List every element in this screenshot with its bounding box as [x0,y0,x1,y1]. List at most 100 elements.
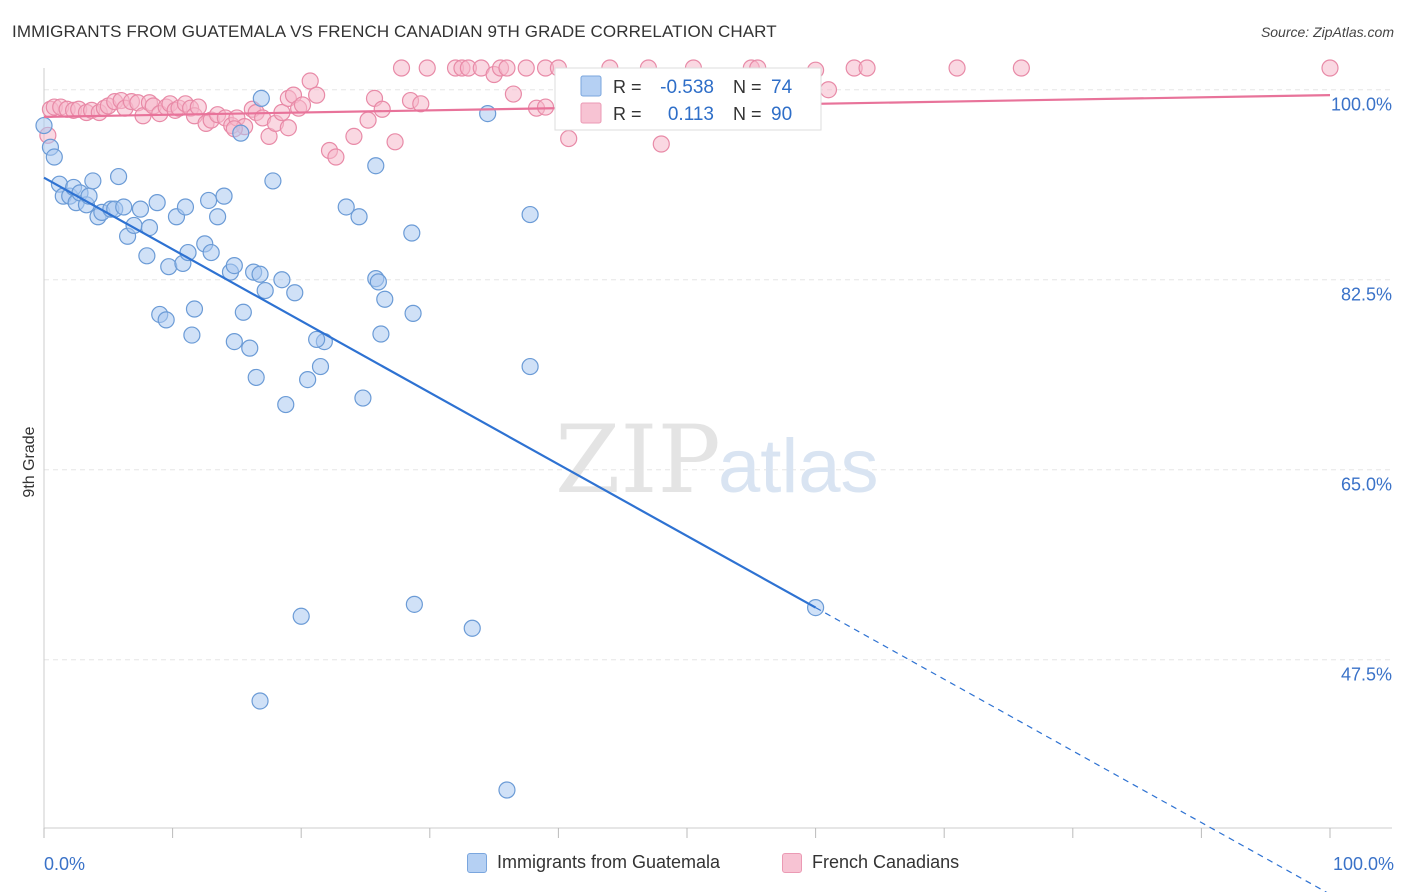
legend-r-label-1: R = [613,77,642,97]
guatemala-point-73 [463,619,481,637]
y-tick-label-3: 47.5% [1341,665,1392,685]
guatemala-point-70 [521,357,539,376]
legend-n-label-2: N = [733,104,762,124]
guatemala-point-39 [232,124,250,142]
legend-item-guatemala: Immigrants from Guatemala [467,852,720,873]
watermark-zip: ZIP [555,406,721,515]
guatemala-point-36 [215,187,233,205]
guatemala-point-64 [311,357,330,376]
axis-layer [43,68,1392,838]
guatemala-point-17 [115,198,133,216]
french-canadian-point-67 [517,59,535,77]
french-canadian-point-45 [293,96,312,114]
french-canadian-point-54 [386,133,404,151]
french-canadian-point-49 [327,148,345,166]
guatemala-point-49 [277,395,295,414]
french-canadian-point-55 [392,59,411,77]
guatemala-point-58 [292,607,310,625]
french-canadian-point-69 [536,98,555,116]
legend-r-label-2: R = [613,104,642,124]
watermark-atlas: atlas [718,424,879,509]
y-tick-label-1: 82.5% [1341,285,1392,305]
guatemala-point-61 [372,325,390,343]
guatemala-point-29 [176,198,195,216]
guatemala-point-72 [405,595,423,613]
french-canadian-point-72 [560,129,578,148]
guatemala-point-40 [234,303,252,321]
y-tick-labels: 100.0% 82.5% 65.0% 47.5% [1331,95,1392,685]
legend-swatch-blue [580,75,602,97]
french-canadian-point-77 [652,135,670,153]
guatemala-point-48 [273,271,291,289]
french-canadian-point-57 [412,95,430,113]
guatemala-point-66 [225,333,243,351]
y-axis-label: 9th Grade [21,426,38,497]
guatemala-point-31 [185,300,204,318]
french-canadian-point-89 [279,119,297,137]
guatemala-point-62 [376,290,394,308]
x-tick-label-start: 0.0% [44,854,85,874]
legend-n-label-1: N = [733,77,762,97]
french-canadian-point-65 [498,59,516,77]
french-canadian-point-82 [819,81,838,99]
guatemala-point-38 [225,257,243,275]
guatemala-point-33 [200,191,218,210]
guatemala-point-47 [264,172,282,190]
french-canadian-point-50 [345,127,363,145]
guatemala-point-21 [138,247,156,265]
guatemala-point-57 [403,224,421,242]
french-canadian-point-46 [301,72,319,90]
guatemala-point-60 [369,273,387,291]
french-canadian-point-47 [308,86,326,104]
guatemala-point-67 [367,157,385,175]
guatemala-trend-extension [815,607,1328,892]
french-canadian-point-58 [418,59,436,77]
guatemala-point-44 [251,265,269,283]
french-canadian-point-84 [858,59,876,77]
legend-n-value-1: 74 [771,77,793,98]
guatemala-point-26 [160,258,178,276]
grid-layer [44,89,1392,661]
watermark: ZIP atlas [555,406,879,515]
guatemala-point-15 [109,167,128,186]
guatemala-point-34 [202,243,220,262]
guatemala-point-50 [286,284,304,302]
guatemala-point-55 [354,389,372,407]
guatemala-point-74 [498,781,516,799]
french-canadian-point-66 [504,85,522,103]
guatemala-point-25 [157,311,175,329]
legend-n-value-2: 90 [771,104,792,125]
guatemala-point-51 [299,371,317,389]
chart-title: IMMIGRANTS FROM GUATEMALA VS FRENCH CANA… [12,22,777,41]
x-tick-label-end: 100.0% [1333,854,1394,874]
french-canadian-point-86 [1012,59,1030,77]
guatemala-point-11 [84,172,102,190]
guatemala-point-46 [256,281,274,300]
guatemala-point-63 [308,330,326,349]
guatemala-point-2 [45,148,63,166]
legend-r-value-1: -0.538 [660,77,714,98]
y-tick-label-2: 65.0% [1341,475,1392,495]
guatemala-point-68 [404,304,422,322]
guatemala-point-23 [148,194,166,212]
guatemala-trend-line [43,176,817,609]
guatemala-point-41 [241,339,259,357]
guatemala-point-45 [252,89,270,108]
guatemala-point-71 [521,205,539,224]
legend-swatch-french-canadians [782,852,802,873]
legend-item-french-canadians: French Canadians [782,852,959,873]
guatemala-point-65 [183,326,201,344]
french-canadian-point-85 [948,59,966,77]
french-canadian-point-87 [1321,59,1339,77]
guatemala-point-35 [209,208,227,226]
legend-r-value-2: 0.113 [668,104,714,125]
french-canadian-point-51 [359,111,377,129]
guatemala-point-69 [479,104,497,123]
french-canadian-point-53 [373,100,391,118]
legend-box: R = -0.538 N = 74 R = 0.113 N = 90 [554,67,822,131]
legend-label-guatemala: Immigrants from Guatemala [497,852,721,872]
legend-swatch-pink [580,102,602,124]
french-canadian-point-28 [189,98,207,116]
guatemala-point-59 [251,692,269,710]
guatemala-point-43 [247,368,265,387]
